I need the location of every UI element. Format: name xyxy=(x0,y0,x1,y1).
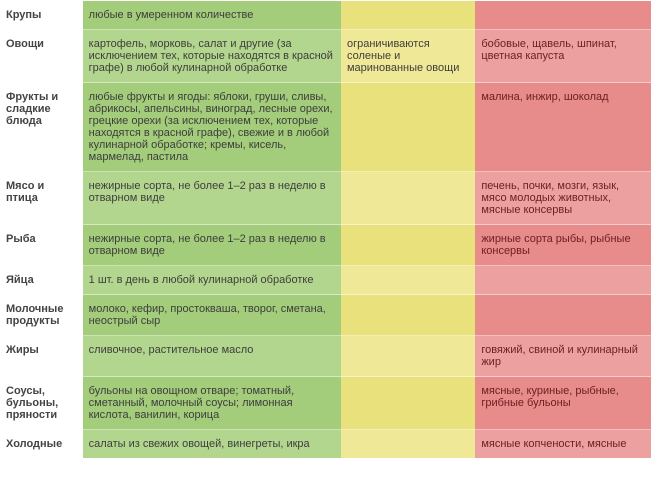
forbidden-cell: жирные сорта рыбы, рыбные консервы xyxy=(475,225,651,266)
category-cell: Овощи xyxy=(0,30,83,83)
limited-cell xyxy=(341,172,475,225)
forbidden-cell: мясные копчености, мясные xyxy=(475,430,651,459)
limited-cell xyxy=(341,1,475,30)
forbidden-cell: говяжий, свиной и кулинарный жир xyxy=(475,336,651,377)
category-cell: Рыба xyxy=(0,225,83,266)
category-cell: Холодные xyxy=(0,430,83,459)
forbidden-cell: мясные, куриные, рыбные, грибные бульоны xyxy=(475,377,651,430)
category-cell: Молочные продукты xyxy=(0,295,83,336)
category-cell: Фрукты и сладкие блюда xyxy=(0,83,83,172)
diet-table: Крупылюбые в умеренном количествеОвощика… xyxy=(0,0,651,458)
allowed-cell: нежирные сорта, не более 1–2 раз в недел… xyxy=(83,225,341,266)
allowed-cell: 1 шт. в день в любой кулинарной обработк… xyxy=(83,266,341,295)
category-cell: Яйца xyxy=(0,266,83,295)
allowed-cell: молоко, кефир, простокваша, творог, смет… xyxy=(83,295,341,336)
limited-cell: ограничиваются соленые и маринованные ов… xyxy=(341,30,475,83)
limited-cell xyxy=(341,430,475,459)
allowed-cell: сливочное, растительное масло xyxy=(83,336,341,377)
forbidden-cell xyxy=(475,1,651,30)
limited-cell xyxy=(341,225,475,266)
category-cell: Соусы, бульоны, пряности xyxy=(0,377,83,430)
limited-cell xyxy=(341,295,475,336)
limited-cell xyxy=(341,336,475,377)
category-cell: Жиры xyxy=(0,336,83,377)
allowed-cell: бульоны на овощном отваре; томатный, сме… xyxy=(83,377,341,430)
forbidden-cell: бобовые, щавель, шпинат, цветная капуста xyxy=(475,30,651,83)
allowed-cell: любые в умеренном количестве xyxy=(83,1,341,30)
limited-cell xyxy=(341,83,475,172)
allowed-cell: нежирные сорта, не более 1–2 раз в недел… xyxy=(83,172,341,225)
limited-cell xyxy=(341,266,475,295)
allowed-cell: салаты из свежих овощей, винегреты, икра xyxy=(83,430,341,459)
forbidden-cell: печень, почки, мозги, язык, мясо молодых… xyxy=(475,172,651,225)
category-cell: Крупы xyxy=(0,1,83,30)
forbidden-cell xyxy=(475,266,651,295)
category-cell: Мясо и птица xyxy=(0,172,83,225)
allowed-cell: картофель, морковь, салат и другие (за и… xyxy=(83,30,341,83)
allowed-cell: любые фрукты и ягоды: яблоки, груши, сли… xyxy=(83,83,341,172)
forbidden-cell xyxy=(475,295,651,336)
limited-cell xyxy=(341,377,475,430)
forbidden-cell: малина, инжир, шоколад xyxy=(475,83,651,172)
